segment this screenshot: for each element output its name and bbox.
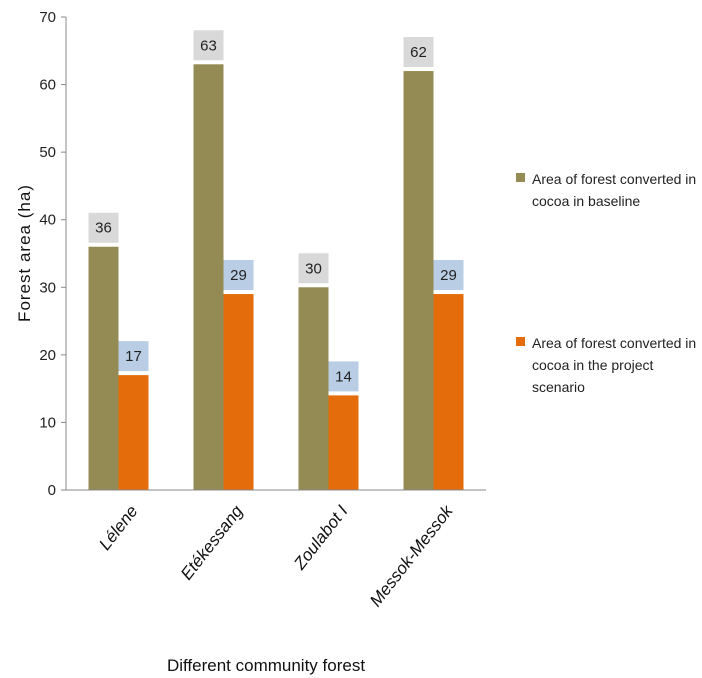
bar-baseline [298,287,329,490]
data-label-bg [298,253,329,284]
legend-label-baseline: Area of forest converted in cocoa in bas… [532,171,697,209]
legend-swatch-baseline [516,173,525,182]
data-label: 29 [230,267,247,284]
legend-item-project: Area of forest converted in cocoa in the… [516,332,702,398]
data-label-bg [433,260,464,291]
data-label: 30 [305,260,322,277]
data-label: 29 [440,267,457,284]
data-label: 17 [125,348,142,365]
legend-label-project: Area of forest converted in cocoa in the… [532,335,697,395]
y-tick-label: 20 [39,347,56,364]
data-label: 14 [335,368,352,385]
bar-project [433,294,464,490]
bars [88,64,464,491]
x-category-label: Messok-Messok [366,501,458,611]
data-label: 36 [95,220,112,237]
x-category-label: Etékessang [177,501,247,583]
bar-project [328,395,359,490]
data-label: 63 [200,37,217,54]
data-label-bg [223,260,254,291]
data-label-bg [403,37,434,68]
data-labels: 36 17 63 29 30 14 62 29 [88,30,464,392]
data-label-bg [88,212,119,243]
x-category-label: Zoulabot I [290,502,352,574]
bar-baseline [88,246,119,490]
data-label: 62 [410,44,427,61]
x-axis-categories: Lélene Etékessang Zoulabot I Messok-Messok [95,501,457,611]
bar-project [118,375,149,490]
y-tick-label: 40 [39,212,56,229]
y-tick-label: 10 [39,414,56,431]
legend-swatch-project [516,337,525,346]
bar-baseline [403,71,434,491]
bar-project [223,294,254,490]
legend-item-baseline: Area of forest converted in cocoa in bas… [516,168,702,212]
bar-baseline [193,64,224,491]
y-tick-label: 30 [39,279,56,296]
x-category-label: Lélene [95,502,141,554]
y-axis-title: Forest area (ha) [15,184,34,322]
y-tick-label: 0 [48,482,56,499]
y-tick-label: 50 [39,144,56,161]
y-axis-ticks: 0 10 20 30 40 50 60 70 [39,9,66,499]
data-label-bg [328,361,359,392]
x-axis-title: Different community forest [167,656,365,675]
data-label-bg [118,341,149,372]
y-tick-label: 60 [39,77,56,94]
data-label-bg [193,30,224,61]
y-tick-label: 70 [39,9,56,26]
